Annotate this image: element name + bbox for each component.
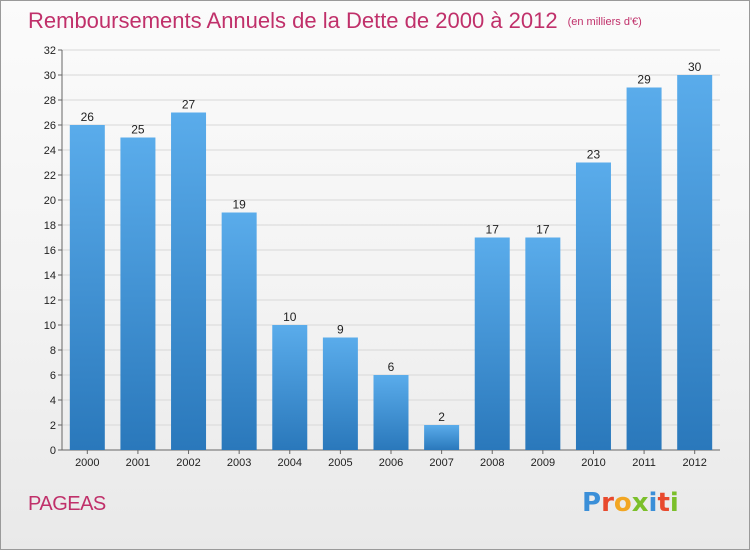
value-label-2005: 9 [337, 323, 344, 337]
bar-2001 [120, 137, 156, 450]
value-label-2001: 25 [131, 123, 145, 137]
y-tick-label: 4 [50, 395, 56, 407]
bar-2009 [525, 237, 561, 450]
x-tick-label-2010: 2010 [581, 457, 605, 469]
y-tick-label: 32 [44, 45, 56, 57]
value-label-2002: 27 [182, 98, 196, 112]
x-tick-label-2007: 2007 [429, 457, 453, 469]
bar-2006 [373, 375, 409, 450]
y-tick-label: 10 [44, 320, 56, 332]
y-tick-label: 6 [50, 370, 56, 382]
y-tick-label: 22 [44, 170, 56, 182]
proxiti-logo: Proxiti [582, 488, 679, 518]
bar-2003 [221, 212, 257, 450]
value-label-2004: 10 [283, 310, 297, 324]
x-tick-label-2009: 2009 [531, 457, 555, 469]
value-label-2007: 2 [438, 410, 445, 424]
y-tick-label: 26 [44, 120, 56, 132]
labels: 0246810121416182022242628303226200025200… [44, 45, 707, 469]
x-tick-label-2001: 2001 [126, 457, 150, 469]
y-tick-label: 28 [44, 95, 56, 107]
bar-2011 [626, 87, 662, 450]
logo-letter: P [582, 488, 602, 518]
bar-2008 [474, 237, 510, 450]
bars [69, 75, 713, 450]
y-tick-label: 8 [50, 345, 56, 357]
bar-2000 [69, 125, 105, 450]
value-label-2009: 17 [536, 223, 550, 237]
y-tick-label: 30 [44, 70, 56, 82]
x-tick-label-2012: 2012 [682, 457, 706, 469]
bar-2012 [677, 75, 713, 450]
value-label-2008: 17 [486, 223, 500, 237]
value-label-2010: 23 [587, 148, 601, 162]
logo-letter: r [601, 488, 614, 518]
bar-2004 [272, 325, 308, 450]
y-tick-label: 16 [44, 245, 56, 257]
x-tick-label-2006: 2006 [379, 457, 403, 469]
x-tick-label-2003: 2003 [227, 457, 251, 469]
chart-title-unit: (en milliers d'€) [567, 16, 642, 28]
chart-title: Remboursements Annuels de la Dette de 20… [28, 8, 642, 34]
value-label-2011: 29 [637, 73, 651, 87]
logo-letter: t [657, 488, 670, 518]
x-tick-label-2002: 2002 [176, 457, 200, 469]
y-tick-label: 20 [44, 195, 56, 207]
logo-letter: x [631, 488, 649, 518]
y-tick-label: 12 [44, 295, 56, 307]
y-tick-label: 0 [50, 445, 56, 457]
commune-name: PAGEAS [28, 493, 106, 515]
value-label-2012: 30 [688, 60, 702, 74]
bar-2007 [424, 425, 460, 450]
logo-letter: i [648, 488, 658, 518]
y-tick-label: 18 [44, 220, 56, 232]
x-tick-label-2000: 2000 [75, 457, 99, 469]
x-tick-label-2011: 2011 [632, 457, 656, 469]
value-label-2003: 19 [232, 198, 246, 212]
y-tick-label: 2 [50, 420, 56, 432]
bar-2010 [575, 162, 611, 450]
y-tick-label: 24 [44, 145, 56, 157]
x-tick-label-2004: 2004 [278, 457, 302, 469]
x-tick-label-2008: 2008 [480, 457, 504, 469]
bar-2002 [171, 112, 207, 450]
x-tick-label-2005: 2005 [328, 457, 352, 469]
bar-2005 [322, 337, 358, 450]
value-label-2000: 26 [81, 110, 95, 124]
y-tick-label: 14 [44, 270, 56, 282]
value-label-2006: 6 [388, 360, 395, 374]
logo-letter: i [669, 488, 679, 518]
chart-title-text: Remboursements Annuels de la Dette de 20… [28, 8, 558, 33]
logo-letter: o [613, 488, 632, 518]
